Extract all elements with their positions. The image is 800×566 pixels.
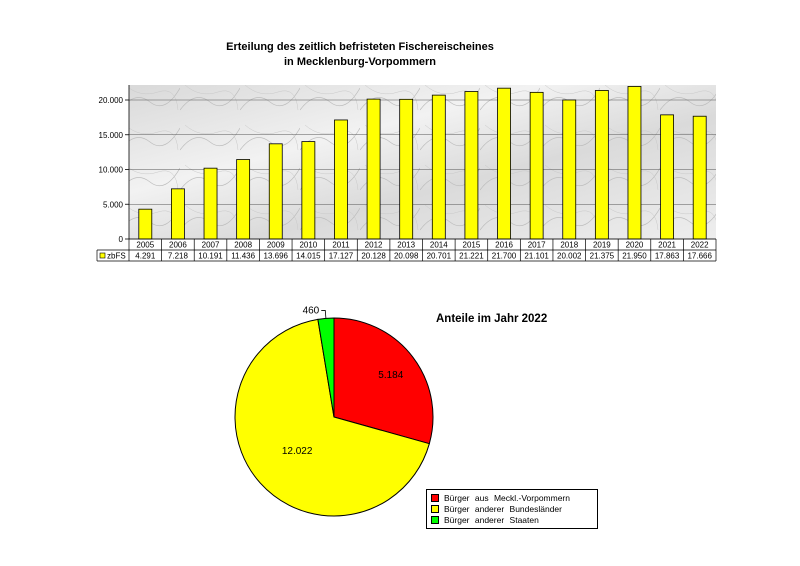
x-tick-label: 2016 — [495, 241, 513, 250]
x-tick-label: 2011 — [332, 241, 350, 250]
pie-slice-1 — [234, 318, 430, 517]
table-value-label: 20.701 — [427, 252, 452, 261]
x-tick-label: 2020 — [626, 241, 644, 250]
table-value-label: 20.128 — [361, 252, 386, 261]
table-value-label: 21.375 — [590, 252, 615, 261]
table-value-label: 21.221 — [459, 252, 484, 261]
y-tick-label: 10.000 — [99, 166, 124, 175]
table-value-label: 20.002 — [557, 252, 582, 261]
pie-value-label: 12.022 — [282, 446, 313, 457]
table-value-label: 17.127 — [329, 252, 354, 261]
legend-item-staaten: Bürger anderer Staaten — [431, 514, 593, 525]
table-value-label: 20.098 — [394, 252, 419, 261]
x-tick-label: 2022 — [691, 241, 709, 250]
plot-area-texture — [129, 85, 716, 239]
series-legend-swatch — [99, 252, 106, 259]
x-tick-label: 2006 — [169, 241, 187, 250]
x-tick-label: 2013 — [397, 241, 415, 250]
table-value-label: 17.666 — [687, 252, 712, 261]
legend-swatch-red — [431, 493, 439, 502]
x-tick-label: 2007 — [202, 241, 220, 250]
legend-label: Bürger aus Meckl.-Vorpommern — [444, 492, 570, 503]
table-value-label: 14.015 — [296, 252, 321, 261]
x-tick-label: 2008 — [234, 241, 252, 250]
table-value-label: 10.191 — [198, 252, 223, 261]
legend-item-meckl-vorpommern: Bürger aus Meckl.-Vorpommern — [431, 492, 593, 503]
legend-swatch-yellow — [431, 504, 439, 513]
legend-swatch-green — [431, 515, 439, 524]
pie-value-label: 460 — [303, 305, 320, 316]
pie-legend: Bürger aus Meckl.-Vorpommern Bürger ande… — [426, 489, 598, 529]
x-tick-label: 2021 — [658, 241, 676, 250]
x-tick-label: 2009 — [267, 241, 285, 250]
y-tick-label: 20.000 — [99, 96, 124, 105]
table-value-label: 21.700 — [492, 252, 517, 261]
table-value-label: 13.696 — [264, 252, 289, 261]
x-tick-label: 2010 — [299, 241, 317, 250]
legend-label: Bürger anderer Staaten — [444, 514, 539, 525]
y-tick-label: 15.000 — [99, 131, 124, 140]
table-value-label: 21.950 — [622, 252, 647, 261]
table-value-label: 4.291 — [135, 252, 156, 261]
legend-label: Bürger anderer Bundesländer — [444, 503, 562, 514]
table-value-label: 7.218 — [168, 252, 189, 261]
bar-chart-title-line1: Erteilung des zeitlich befristeten Fisch… — [226, 41, 494, 53]
pie-chart-title: Anteile im Jahr 2022 — [436, 313, 548, 325]
table-value-label: 17.863 — [655, 252, 680, 261]
table-value-label: 11.436 — [231, 252, 255, 261]
x-tick-label: 2005 — [136, 241, 154, 250]
pie-value-label: 5.184 — [378, 370, 403, 381]
legend-item-bundeslaender: Bürger anderer Bundesländer — [431, 503, 593, 514]
series-legend-label: zbFS — [107, 252, 126, 261]
bar-chart-title-line2: in Mecklenburg-Vorpommern — [284, 56, 436, 68]
x-tick-label: 2019 — [593, 241, 611, 250]
pie-slice-0 — [333, 317, 434, 445]
y-tick-label: 0 — [119, 235, 124, 244]
table-value-label: 21.101 — [524, 252, 549, 261]
x-tick-label: 2017 — [528, 241, 546, 250]
x-tick-label: 2018 — [560, 241, 578, 250]
pie-leader-line — [321, 310, 327, 319]
x-tick-label: 2012 — [365, 241, 383, 250]
x-tick-label: 2014 — [430, 241, 448, 250]
bar-chart: 0 5.000 10.000 15.000 20.000 2005 4.291 2006 7.2… — [96, 85, 717, 262]
y-tick-label: 5.000 — [103, 200, 124, 209]
x-tick-label: 2015 — [463, 241, 481, 250]
